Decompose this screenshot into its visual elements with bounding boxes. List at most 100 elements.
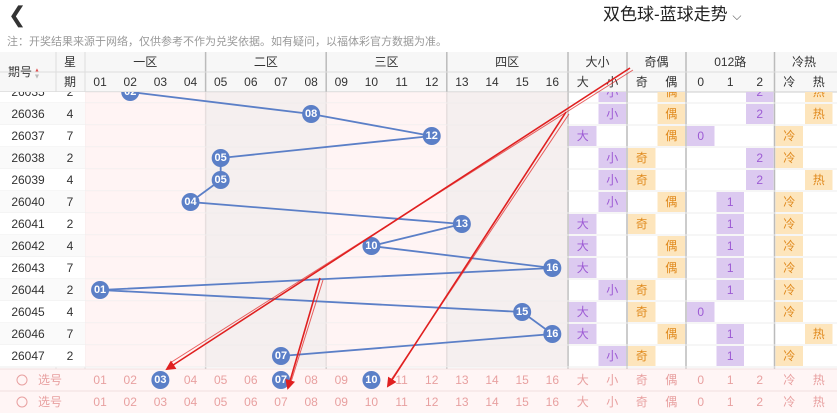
ball-26037 — [422, 127, 441, 145]
zone-cell — [446, 92, 568, 103]
pick-ball-number-07[interactable]: 07 — [275, 374, 287, 386]
pick-group-3-0[interactable]: 冷 — [783, 373, 795, 387]
pick-number-06[interactable]: 06 — [244, 373, 258, 387]
pick-number-14[interactable]: 14 — [485, 373, 499, 387]
pick-number-08[interactable]: 08 — [304, 395, 318, 409]
zone-cell — [85, 147, 206, 169]
zone-cell — [205, 345, 327, 367]
pick-group-2-0[interactable]: 0 — [697, 373, 704, 387]
pick-number-12[interactable]: 12 — [425, 395, 439, 409]
pick-number-09[interactable]: 09 — [335, 395, 349, 409]
back-chevron-icon[interactable]: ❮ — [8, 2, 27, 27]
chevron-down-icon: ⌵ — [732, 9, 742, 23]
group-cell-value: 奇 — [636, 217, 648, 231]
pick-number-01[interactable]: 01 — [93, 395, 107, 409]
group-cell-value: 0 — [697, 305, 704, 319]
pick-number-08[interactable]: 08 — [304, 373, 318, 387]
group-cell-value: 小 — [606, 107, 618, 121]
pick-number-04[interactable]: 04 — [184, 395, 198, 409]
number-header-13: 13 — [455, 75, 469, 89]
pick-number-15[interactable]: 15 — [515, 395, 529, 409]
group-cell-value: 0 — [697, 129, 704, 143]
number-header-08: 08 — [304, 75, 318, 89]
group-cell-filled — [569, 324, 597, 344]
group-cell-filled — [775, 280, 803, 300]
zone-cell — [205, 323, 327, 345]
pick-number-02[interactable]: 02 — [124, 373, 138, 387]
pick-ball-03[interactable] — [151, 371, 170, 389]
pick-ball-10[interactable] — [362, 371, 381, 389]
group-cell-value: 1 — [727, 239, 734, 253]
number-header-14: 14 — [485, 75, 499, 89]
group-cell-value: 1 — [727, 261, 734, 275]
group-cell-filled — [628, 280, 656, 300]
group-cell-filled — [598, 346, 626, 366]
pick-number-05[interactable]: 05 — [214, 373, 228, 387]
group-cell-value: 奇 — [636, 173, 648, 187]
issue-cell: 26044 — [11, 283, 45, 297]
pick-number-04[interactable]: 04 — [184, 373, 198, 387]
pick-group-1-1[interactable]: 偶 — [665, 373, 677, 387]
pick-number-06[interactable]: 06 — [244, 395, 258, 409]
group-sub-header-2-2: 2 — [756, 75, 763, 89]
issue-cell: 26039 — [11, 173, 45, 187]
annotation-arrow-shadow — [390, 113, 570, 381]
pick-number-02[interactable]: 02 — [124, 395, 138, 409]
pick-group-0-0[interactable]: 大 — [577, 373, 589, 387]
pick-group-1-1[interactable]: 偶 — [665, 395, 677, 409]
ball-number-26039: 05 — [215, 174, 227, 186]
pick-group-1-0[interactable]: 奇 — [636, 395, 648, 409]
group-cell-value: 2 — [756, 107, 763, 121]
pick-group-2-2[interactable]: 2 — [756, 395, 763, 409]
pick-number-15[interactable]: 15 — [515, 373, 529, 387]
pick-number-07[interactable]: 07 — [274, 395, 288, 409]
ball-number-26047: 07 — [275, 350, 287, 362]
pick-number-09[interactable]: 09 — [335, 373, 349, 387]
page-title[interactable]: 双色球-蓝球走势 ⌵ — [603, 4, 742, 27]
group-cell-filled — [746, 92, 774, 102]
group-cell-value: 偶 — [665, 327, 677, 341]
pick-group-0-0[interactable]: 大 — [577, 395, 589, 409]
zone-cell — [205, 92, 327, 103]
pick-group-2-1[interactable]: 1 — [727, 373, 734, 387]
pick-number-11[interactable]: 11 — [395, 395, 408, 409]
group-cell-filled — [716, 324, 744, 344]
pick-group-3-0[interactable]: 冷 — [783, 395, 795, 409]
pick-group-3-1[interactable]: 热 — [813, 395, 825, 409]
pick-ball-number-10[interactable]: 10 — [365, 374, 377, 386]
group-cell-filled — [775, 126, 803, 146]
pick-number-10[interactable]: 10 — [365, 395, 379, 409]
group-cell-value: 2 — [756, 151, 763, 165]
pick-group-1-0[interactable]: 奇 — [636, 373, 648, 387]
radio-circle-icon[interactable] — [16, 396, 28, 408]
pick-number-13[interactable]: 13 — [455, 373, 469, 387]
radio-circle-icon[interactable] — [16, 374, 28, 386]
pick-number-14[interactable]: 14 — [485, 395, 499, 409]
sort-arrows-icon[interactable]: ▲ — [34, 68, 41, 75]
pick-number-03[interactable]: 03 — [154, 395, 168, 409]
pick-number-11[interactable]: 11 — [395, 373, 408, 387]
group-sub-header-3-1: 热 — [813, 75, 825, 89]
group-cell-value: 1 — [727, 349, 734, 363]
group-cell-filled — [657, 126, 685, 146]
pick-number-16[interactable]: 16 — [546, 373, 560, 387]
pick-group-0-1[interactable]: 小 — [606, 395, 618, 409]
zone-cell — [85, 213, 206, 235]
pick-number-13[interactable]: 13 — [455, 395, 469, 409]
pick-ball-number-03[interactable]: 03 — [154, 374, 166, 386]
pick-group-0-1[interactable]: 小 — [606, 373, 618, 387]
group-cell-value: 冷 — [783, 349, 795, 363]
pick-number-01[interactable]: 01 — [93, 373, 107, 387]
zone-cell — [326, 323, 447, 345]
number-header-10: 10 — [365, 75, 379, 89]
group-cell-filled — [569, 302, 597, 322]
row-bg — [0, 279, 85, 301]
pick-number-16[interactable]: 16 — [546, 395, 560, 409]
pick-number-05[interactable]: 05 — [214, 395, 228, 409]
pick-number-12[interactable]: 12 — [425, 373, 439, 387]
ball-26038 — [211, 149, 230, 167]
pick-group-2-2[interactable]: 2 — [756, 373, 763, 387]
pick-group-2-0[interactable]: 0 — [697, 395, 704, 409]
pick-group-3-1[interactable]: 热 — [813, 373, 825, 387]
pick-group-2-1[interactable]: 1 — [727, 395, 734, 409]
